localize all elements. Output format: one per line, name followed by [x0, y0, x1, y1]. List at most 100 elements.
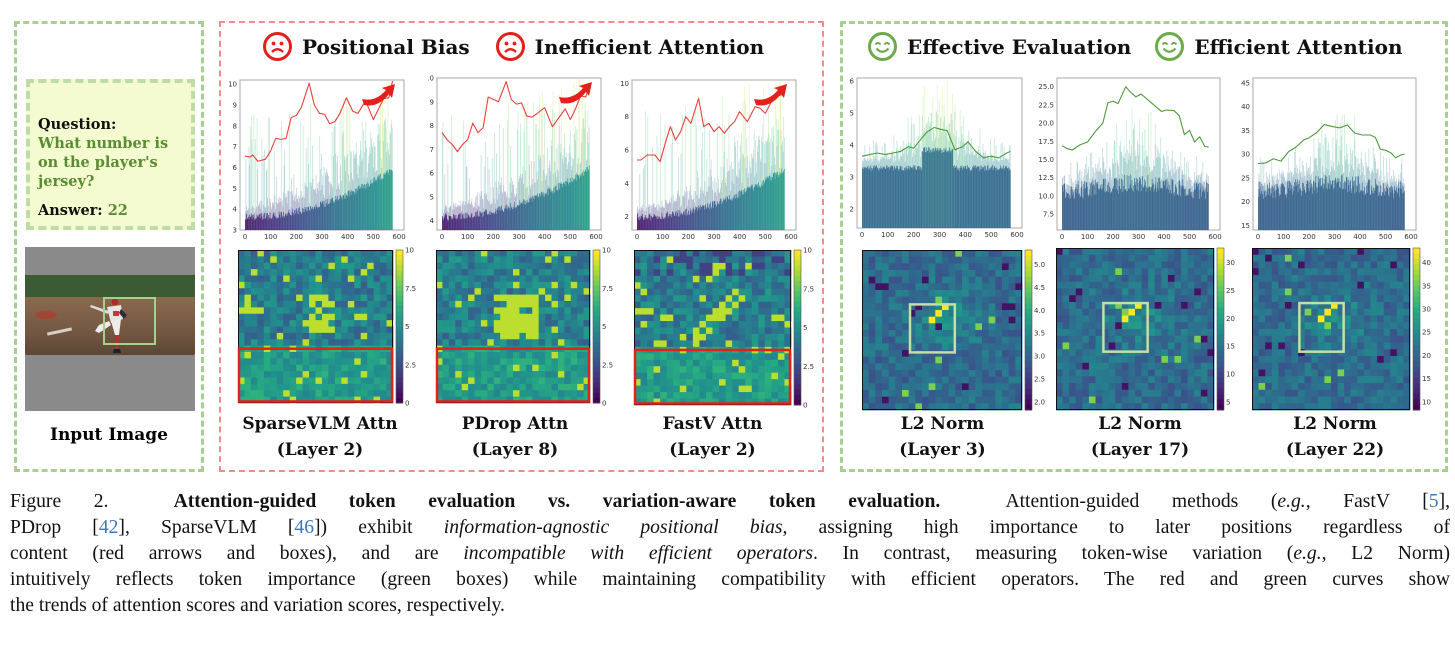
bar	[389, 169, 391, 230]
bar	[331, 197, 333, 230]
heatmap-cell	[732, 250, 740, 257]
heatmap-cell	[328, 320, 336, 327]
heatmap-cell	[745, 359, 753, 367]
heatmap-cell	[705, 321, 713, 328]
bar	[288, 209, 290, 230]
heatmap-cell	[908, 283, 916, 291]
heatmap-cell	[942, 323, 950, 331]
bar	[775, 83, 777, 231]
heatmap-cell	[525, 352, 533, 359]
bar	[526, 114, 527, 230]
heatmap-cell	[712, 262, 720, 270]
heatmap-cell	[758, 295, 766, 303]
heatmap-cell	[1121, 254, 1129, 262]
heatmap-cell	[321, 371, 329, 378]
heatmap-cell	[538, 371, 546, 378]
heatmap-cell	[238, 326, 245, 334]
bar	[759, 187, 761, 230]
heatmap-cell	[915, 383, 923, 391]
bar	[1123, 145, 1125, 230]
heatmap-cell	[719, 333, 726, 341]
heatmap-cell	[732, 282, 740, 290]
heatmap-cell	[296, 326, 303, 334]
bar	[961, 165, 962, 228]
bar	[569, 178, 571, 230]
bar	[565, 186, 567, 230]
heatmap-cell	[732, 353, 740, 361]
bar	[1091, 181, 1093, 230]
bar	[1164, 185, 1165, 230]
heatmap-cell	[725, 314, 733, 322]
heatmap-cell	[506, 396, 514, 404]
heatmap-cell	[928, 323, 936, 331]
bar	[909, 169, 910, 228]
y-tick-label: 20.0	[1038, 120, 1054, 128]
bar	[326, 171, 328, 230]
heatmap-cell	[309, 396, 316, 404]
heatmap-cell	[640, 366, 648, 374]
heatmap-cell	[902, 256, 910, 264]
heatmap-cell	[283, 390, 291, 398]
bar	[712, 202, 714, 230]
bar	[584, 171, 586, 230]
bar	[985, 166, 986, 228]
pdrop-attn-heatmap: 10 7.5 5 2.5 0	[435, 247, 630, 412]
bar	[640, 218, 641, 230]
heatmap-cell	[506, 352, 514, 359]
heatmap-cell	[634, 398, 641, 406]
heatmap-cell	[532, 294, 540, 302]
heatmap-cell	[686, 379, 694, 387]
heatmap-cell	[564, 358, 572, 366]
heatmap-cell	[738, 359, 746, 367]
heatmap-cell	[679, 282, 687, 290]
heatmap-cell	[341, 313, 349, 321]
bar	[582, 172, 583, 230]
bar	[327, 199, 329, 230]
heatmap-cell	[519, 275, 527, 283]
bar	[670, 214, 671, 230]
heatmap-cell	[705, 340, 713, 348]
heatmap-cell	[468, 339, 475, 347]
heatmap-cell	[705, 398, 713, 406]
bar	[499, 210, 501, 230]
heatmap-cell	[583, 275, 591, 283]
bar	[964, 165, 966, 228]
heatmap-cell	[875, 296, 883, 304]
heatmap-cell	[660, 333, 668, 341]
heatmap-cell	[506, 275, 514, 283]
heatmap-cell	[289, 294, 297, 302]
heatmap-cell	[538, 294, 546, 302]
heatmap-cell	[634, 256, 641, 264]
heatmap-cell	[968, 343, 976, 351]
bar	[905, 168, 907, 228]
heatmap-cell	[895, 370, 903, 378]
heatmap-cell	[334, 256, 342, 264]
bar	[665, 216, 666, 230]
heatmap-cell	[538, 390, 546, 398]
heatmap-cell	[577, 383, 584, 391]
bar	[326, 169, 327, 230]
heatmap-cell	[583, 313, 591, 321]
heatmap-cell	[922, 356, 930, 364]
x-tick-label: 500	[984, 231, 997, 239]
heatmap-cell	[386, 371, 394, 378]
heatmap-cell	[777, 301, 785, 309]
heatmap-cell	[545, 262, 552, 270]
heatmap-cell	[882, 356, 890, 364]
heatmap-cell	[487, 281, 495, 289]
heatmap-cell	[583, 326, 591, 334]
heatmap-cell	[751, 250, 759, 257]
heatmap-cell	[771, 301, 779, 309]
heatmap-cell	[583, 288, 591, 296]
heatmap-cell	[474, 377, 482, 385]
heatmap-cell	[436, 352, 443, 359]
heatmap-cell	[1002, 323, 1010, 331]
heatmap-cell	[380, 288, 387, 296]
bar	[700, 206, 702, 230]
heatmap-cell	[1008, 363, 1016, 371]
heatmap-cell	[732, 295, 740, 303]
bar	[308, 206, 310, 230]
bar	[358, 185, 360, 230]
heatmap-cell	[882, 343, 890, 351]
heatmap-cell	[442, 358, 450, 366]
